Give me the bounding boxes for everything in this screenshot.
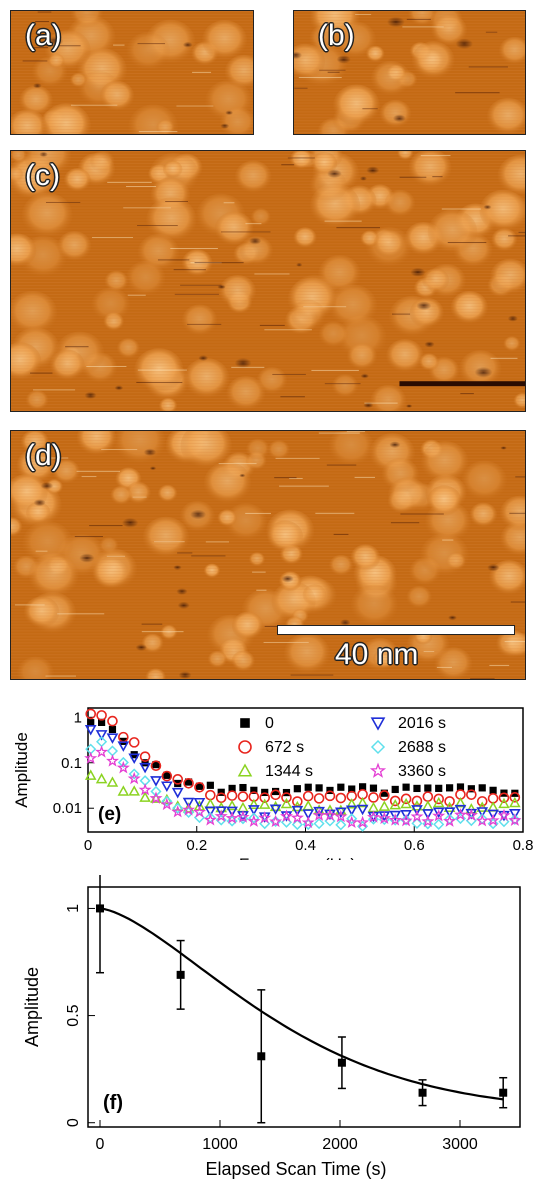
panel-label-a: (a) xyxy=(25,19,62,52)
chart-e-series-5 xyxy=(84,745,522,829)
chart-f-xtick-label: 0 xyxy=(96,1136,105,1153)
chart-e-legend-item: 3360 s xyxy=(369,762,446,780)
chart-f-point xyxy=(96,875,104,974)
chart-f: 0 1000 2000 3000 0 0.5 1 Elapsed Scan Time (s) A… xyxy=(22,875,521,1179)
panel-label-b: (b) xyxy=(318,19,355,52)
chart-e-legend-label: 2688 s xyxy=(398,739,446,756)
chart-f-point xyxy=(337,1036,346,1090)
afm-panel-d: (d) xyxy=(10,430,526,680)
chart-e-series-0 xyxy=(87,718,519,797)
chart-e-xtick-label: 0.2 xyxy=(186,837,207,854)
chart-e-xtick-label: 0.8 xyxy=(513,837,534,854)
chart-f-ytick-label: 0 xyxy=(65,1118,82,1127)
chart-f-point xyxy=(257,989,266,1124)
chart-f-frame xyxy=(87,886,521,1128)
afm-image-c xyxy=(11,151,525,411)
chart-f-point xyxy=(499,1076,508,1109)
scale-bar xyxy=(277,625,515,635)
chart-f-xlabel: Elapsed Scan Time (s) xyxy=(205,1159,386,1179)
chart-e-xtick-label: 0.4 xyxy=(295,837,316,854)
chart-f-point xyxy=(418,1079,427,1107)
chart-e-xtick-label: 0 xyxy=(84,837,92,854)
chart-e-legend-item: 672 s xyxy=(238,739,304,756)
scale-bar-label: 40 nm xyxy=(335,638,419,671)
chart-e-ytick-label: 1 xyxy=(74,709,82,726)
chart-e-ytick-label: 0.01 xyxy=(53,800,82,817)
chart-f-ylabel: Amplitude xyxy=(22,967,42,1047)
chart-e-legend-item: 2688 s xyxy=(370,739,446,756)
afm-panel-b: (b) xyxy=(293,10,526,135)
chart-f-point xyxy=(176,939,185,1010)
chart-e-legend-label: 0 xyxy=(265,715,274,732)
chart-e-legend-label: 672 s xyxy=(265,739,304,756)
chart-e-xtick-label: 0.6 xyxy=(404,837,425,854)
afm-panel-c: (c) xyxy=(10,150,526,412)
chart-e-legend-item: 1344 s xyxy=(237,763,313,780)
chart-e-panel-label: (e) xyxy=(98,804,121,825)
chart-f-xtick-label: 3000 xyxy=(442,1136,478,1153)
chart-e-ylabel: Amplitude xyxy=(12,732,31,808)
chart-e-legend-label: 3360 s xyxy=(398,763,446,780)
afm-panel-a: (a) xyxy=(10,10,254,135)
afm-image-b xyxy=(294,11,525,134)
afm-image-a xyxy=(11,11,253,134)
chart-f-ytick-label: 0.5 xyxy=(65,1004,82,1026)
panel-label-c: (c) xyxy=(25,159,60,192)
panel-label-d: (d) xyxy=(25,439,62,472)
chart-f-xtick-label: 2000 xyxy=(322,1136,358,1153)
chart-e-legend-label: 1344 s xyxy=(265,763,313,780)
afm-image-d xyxy=(11,431,525,679)
chart-e-xlabel: Frequency (Hz) xyxy=(239,855,356,860)
chart-f-fit-curve xyxy=(99,907,504,1101)
chart-e-ytick-label: 0.1 xyxy=(61,755,82,772)
chart-f-ytick-label: 1 xyxy=(65,904,82,913)
chart-f-xtick-label: 1000 xyxy=(202,1136,238,1153)
chart-e-legend-item: 2016 s xyxy=(370,715,446,732)
chart-f-panel-label: (f) xyxy=(103,1092,123,1114)
chart-e: 0 0.2 0.4 0.6 0.8 0.01 0.1 1 Frequency (Hz) Ampli… xyxy=(12,707,534,860)
chart-e-legend-item: 0 xyxy=(240,715,274,732)
chart-e-legend-label: 2016 s xyxy=(398,715,446,732)
